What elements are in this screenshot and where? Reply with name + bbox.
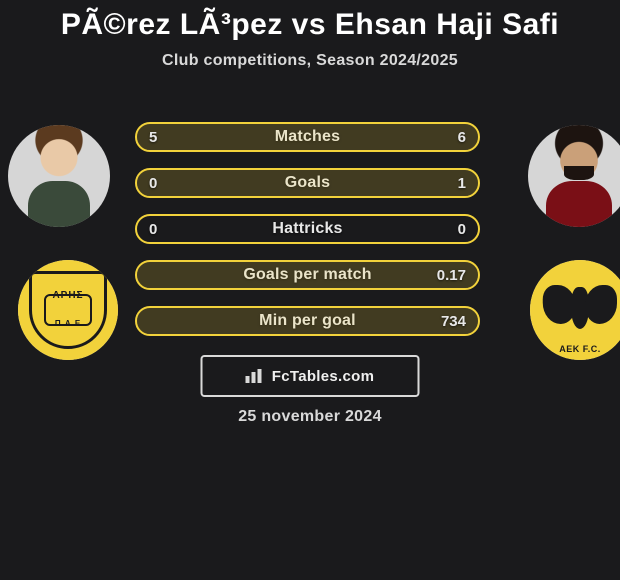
stat-bar: 5Matches6 (135, 122, 480, 152)
stat-seg-right (137, 308, 478, 334)
crest-figure (44, 294, 91, 325)
stat-value-right: 0.17 (425, 262, 478, 288)
date-text: 25 november 2024 (0, 408, 620, 426)
stat-bar: 0 Hattricks 0 (135, 214, 480, 244)
eagle-body (571, 287, 590, 330)
stat-bar: Goals per match0.17 (135, 260, 480, 290)
crest-aek-text: AEK F.C. (530, 344, 620, 354)
page-subtitle: Club competitions, Season 2024/2025 (0, 52, 620, 70)
comparison-card: PÃ©rez LÃ³pez vs Ehsan Haji Safi Club co… (0, 0, 620, 580)
stat-bars: 5Matches60Goals10Hattricks0Goals per mat… (135, 122, 480, 352)
stat-bar: 0Goals1 (135, 168, 480, 198)
stat-value-left: 5 (137, 124, 169, 150)
player-left-photo (8, 125, 110, 227)
stat-seg-right (137, 170, 478, 196)
stat-value-left: 0 (137, 216, 169, 242)
crest-aris: APHΣ Π.A.E (18, 260, 118, 360)
stat-value-right: 1 (446, 170, 478, 196)
brand-box[interactable]: FcTables.com (201, 355, 420, 397)
crest-aek: AEK F.C. (530, 260, 620, 360)
player-right-avatar (528, 125, 620, 227)
club-right-crest: AEK F.C. (530, 260, 620, 360)
page-title: PÃ©rez LÃ³pez vs Ehsan Haji Safi (0, 0, 620, 42)
stat-label: Hattricks (272, 220, 342, 238)
stat-value-right: 6 (446, 124, 478, 150)
stat-value-left: 0 (137, 170, 169, 196)
eagle-icon (541, 271, 619, 349)
brand-text: FcTables.com (272, 368, 375, 385)
bar-chart-icon (246, 369, 264, 383)
stat-bar: Min per goal734 (135, 306, 480, 336)
stat-value-right: 734 (429, 308, 478, 334)
player-right-photo (528, 125, 620, 227)
stat-value-right: 0 (446, 216, 478, 242)
club-left-crest: APHΣ Π.A.E (18, 260, 118, 360)
crest-shield: APHΣ Π.A.E (29, 271, 107, 349)
player-left-avatar (8, 125, 110, 227)
